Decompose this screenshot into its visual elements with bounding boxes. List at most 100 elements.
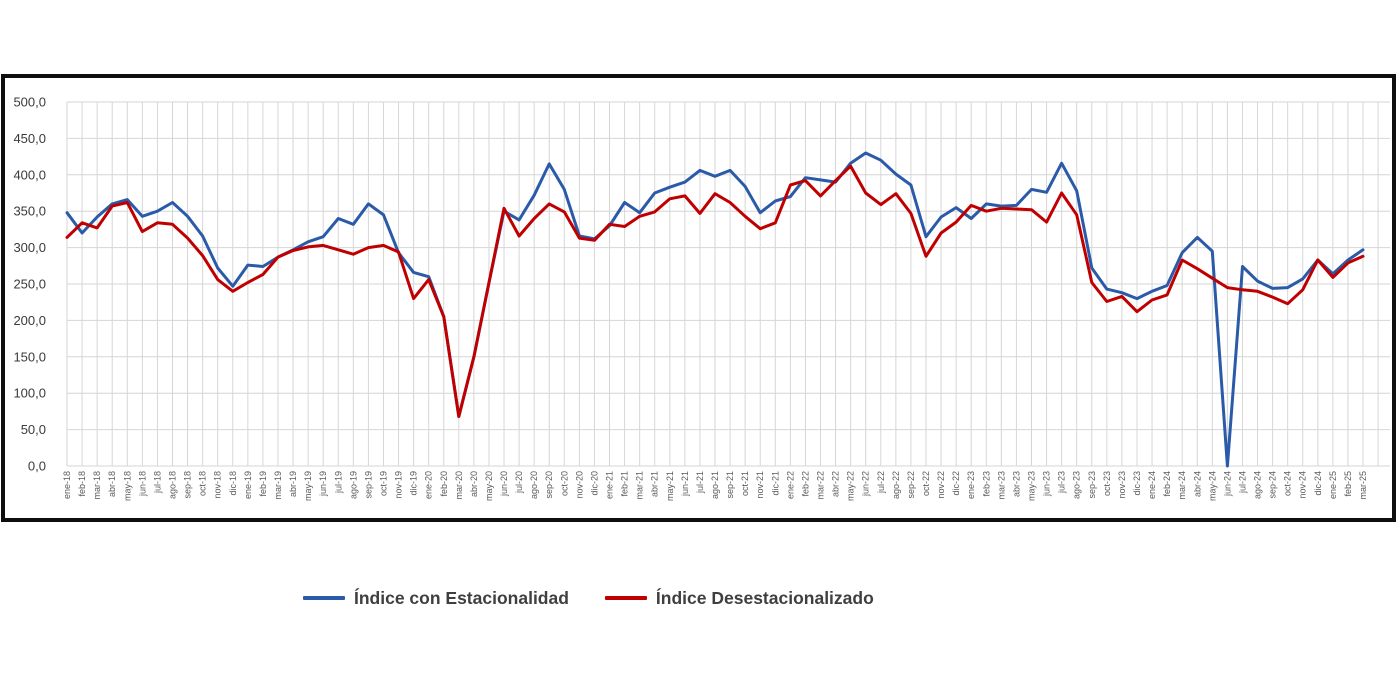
x-axis-label: oct-23 [1102,471,1112,496]
y-axis-label: 150,0 [13,349,46,364]
x-axis-label: dic-23 [1132,471,1142,496]
x-axis-label: dic-21 [770,471,780,496]
x-axis-label: nov-24 [1298,471,1308,499]
x-axis-label: jun-21 [680,471,690,497]
x-axis-label: nov-18 [213,471,223,499]
x-axis-label: ene-19 [243,471,253,499]
x-axis-label: feb-19 [258,471,268,497]
x-axis-label: mar-21 [635,471,645,500]
x-axis-label: dic-18 [228,471,238,496]
x-axis-label: feb-20 [439,471,449,497]
x-axis-label: ago-18 [167,471,177,499]
x-axis-label: ago-24 [1253,471,1263,499]
x-axis-label: jul-22 [876,471,886,494]
vertical-gridlines [66,102,1379,466]
red-line-swatch [604,596,647,600]
x-axis-label: jul-20 [514,471,524,494]
x-axis-label: may-22 [846,471,856,501]
x-axis-label: ene-18 [62,471,72,499]
x-axis-label: mar-22 [816,471,826,500]
x-axis-label: mar-23 [996,471,1006,500]
x-axis-label: sep-18 [183,471,193,499]
x-axis-label: jun-24 [1222,471,1232,497]
y-axis-label: 450,0 [13,131,46,146]
x-axis-label: ene-21 [605,471,615,499]
x-axis-label: feb-24 [1162,471,1172,497]
x-axis-label: feb-25 [1343,471,1353,497]
x-axis-label: mar-25 [1358,471,1368,500]
blue-line-swatch [303,596,345,600]
x-axis-label: abr-18 [107,471,117,497]
y-axis-label: 50,0 [21,422,46,437]
y-axis-label: 350,0 [13,204,46,219]
legend: Índice con Estacionalidad Índice Desesta… [0,583,1400,613]
x-axis-label: abr-23 [1011,471,1021,497]
x-axis-label: mar-20 [454,471,464,500]
x-axis-label: ago-20 [529,471,539,499]
y-axis-label: 250,0 [13,277,46,292]
x-axis-label: ene-23 [966,471,976,499]
x-axis-label: sep-22 [906,471,916,499]
x-axis-label: oct-20 [559,471,569,496]
x-axis-tick-labels: ene-18 feb-18 mar-18 abr-18 may-18 jun-18 jul-… [62,471,1368,501]
x-axis-label: feb-23 [981,471,991,497]
x-axis-label: feb-18 [77,471,87,497]
x-axis-label: ene-24 [1147,471,1157,499]
x-axis-label: abr-24 [1192,471,1202,497]
y-axis-label: 400,0 [13,167,46,182]
chart-frame [1,74,1396,522]
x-axis-label: sep-21 [725,471,735,499]
x-axis-label: mar-24 [1177,471,1187,500]
horizontal-gridlines [67,101,1390,467]
x-axis-label: nov-21 [755,471,765,499]
x-axis-label: jun-18 [137,471,147,497]
legend-label: Índice con Estacionalidad [354,587,569,608]
x-axis-label: dic-22 [951,471,961,496]
legend-item-desestacionalizado: Índice Desestacionalizado [604,587,874,609]
legend-item-estacionalidad: Índice con Estacionalidad [303,588,569,609]
x-axis-label: sep-19 [363,471,373,499]
x-axis-label: jul-19 [333,471,343,494]
x-axis-label: jun-22 [861,471,871,497]
y-axis-tick-labels: 0,0 50,0 100,0 150,0 200,0 250,0 300,0 350,0 400… [13,95,46,474]
series-lines [65,151,1365,468]
x-axis-label: sep-24 [1268,471,1278,499]
x-axis-label: ago-21 [710,471,720,499]
x-axis-label: may-20 [484,471,494,501]
x-axis-label: ago-19 [348,471,358,499]
series-line-desestacionalizado [65,164,1365,418]
x-axis-label: oct-22 [921,471,931,496]
x-axis-label: dic-20 [589,471,599,496]
x-axis-label: nov-22 [936,471,946,499]
x-axis-label: may-19 [303,471,313,501]
x-axis-label: mar-19 [273,471,283,500]
x-axis-label: jun-23 [1042,471,1052,497]
y-axis-label: 100,0 [13,386,46,401]
y-axis-label: 200,0 [13,313,46,328]
x-axis-label: abr-20 [469,471,479,497]
x-axis-label: nov-19 [394,471,404,499]
x-axis-label: abr-22 [831,471,841,497]
x-axis-label: feb-21 [620,471,630,497]
x-axis-label: jun-20 [499,471,509,497]
x-axis-label: oct-19 [378,471,388,496]
x-axis-label: ene-20 [424,471,434,499]
x-axis-label: ene-22 [785,471,795,499]
y-axis-label: 500,0 [13,95,46,110]
y-axis-label: 0,0 [28,459,46,474]
x-axis-label: dic-19 [409,471,419,496]
x-axis-label: sep-23 [1087,471,1097,499]
x-axis-label: may-21 [665,471,675,501]
x-axis-label: oct-21 [740,471,750,496]
x-axis-label: jun-19 [318,471,328,497]
x-axis-label: ago-22 [891,471,901,499]
x-axis-label: jul-24 [1237,471,1247,494]
x-axis-label: may-24 [1207,471,1217,501]
x-axis-label: mar-18 [92,471,102,500]
x-axis-label: may-18 [122,471,132,501]
x-axis-label: oct-18 [198,471,208,496]
x-axis-label: ago-23 [1072,471,1082,499]
legend-label: Índice Desestacionalizado [655,587,874,608]
